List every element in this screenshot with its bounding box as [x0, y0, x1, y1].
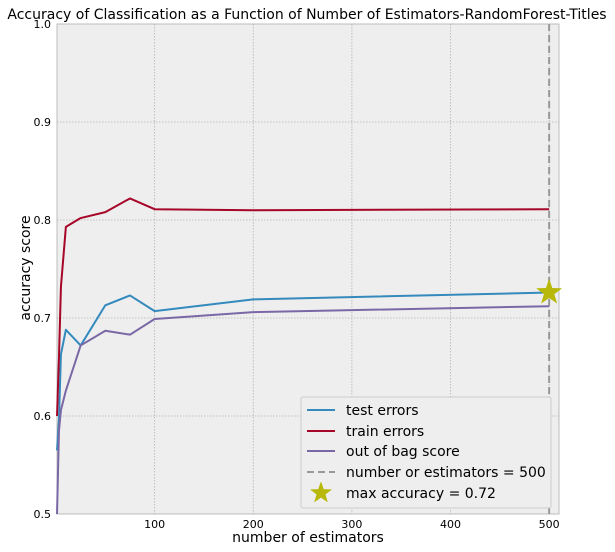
legend-label: train errors	[346, 424, 424, 440]
x-tick-label: 200	[243, 518, 264, 531]
x-axis-label: number of estimators	[232, 530, 384, 546]
chart-title: Accuracy of Classification as a Function…	[7, 7, 606, 23]
series-layer	[56, 197, 550, 515]
legend-label: max accuracy = 0.72	[346, 486, 496, 502]
legend-label: out of bag score	[346, 444, 460, 460]
series-line-test-errors	[56, 291, 550, 451]
legend-label: test errors	[346, 403, 419, 419]
y-tick-label: 0.5	[34, 508, 52, 521]
y-tick-label: 0.7	[34, 312, 52, 325]
legend: test errors train errors out of bag score n…	[300, 396, 552, 509]
y-tick-label: 0.9	[34, 116, 52, 129]
series-line-train-errors	[56, 197, 550, 417]
y-tick-label: 0.6	[34, 410, 52, 423]
max-accuracy-star-marker	[536, 278, 563, 304]
marker-layer	[536, 278, 563, 304]
y-axis-label: accuracy score	[18, 215, 34, 320]
x-tick-label: 500	[539, 518, 560, 531]
y-tick-label: 1.0	[34, 18, 52, 31]
axis-ticks: 100 200 300 400 500 0.5 0.6 0.7 0.8 0.9 1.0	[34, 18, 560, 531]
x-tick-label: 400	[440, 518, 461, 531]
legend-star-icon	[309, 481, 333, 503]
series-line-out-of-bag-score	[56, 305, 550, 515]
x-tick-label: 100	[144, 518, 165, 531]
y-tick-label: 0.8	[34, 214, 52, 227]
x-tick-label: 300	[341, 518, 362, 531]
legend-box	[300, 396, 552, 509]
legend-label: number or estimators = 500	[346, 465, 546, 481]
